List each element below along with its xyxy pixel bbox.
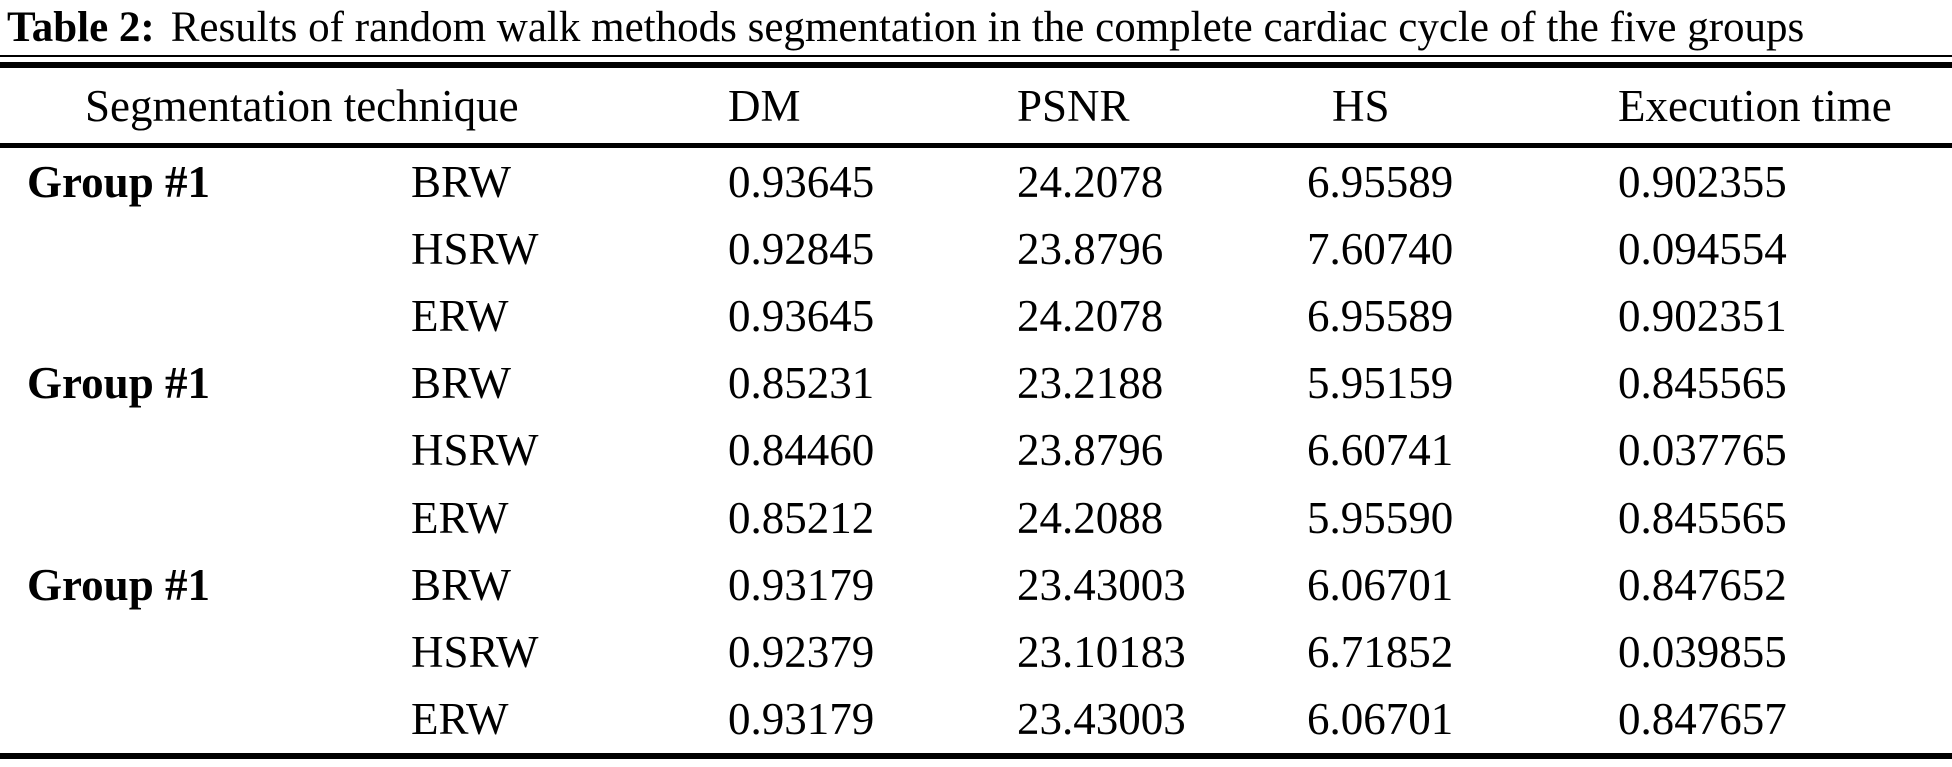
execution-time-cell: 0.847652	[1618, 559, 1787, 610]
psnr-cell: 23.43003	[1017, 559, 1186, 610]
execution-time-cell: 0.847657	[1618, 694, 1787, 745]
table-caption-label: Table 2:	[7, 4, 155, 51]
method-cell: BRW	[411, 156, 512, 207]
method-cell: HSRW	[411, 626, 539, 677]
execution-time-cell: 0.094554	[1618, 223, 1787, 274]
execution-time-cell: 0.845565	[1618, 358, 1787, 409]
psnr-cell: 23.8796	[1017, 425, 1164, 476]
table-body: Group #1 BRW 0.93645 24.2078 6.95589 0.9…	[0, 148, 1952, 753]
dm-cell: 0.92845	[728, 223, 875, 274]
execution-time-cell: 0.039855	[1618, 626, 1787, 677]
execution-time-cell: 0.902355	[1618, 156, 1787, 207]
table-row: HSRW 0.92379 23.10183 6.71852 0.039855	[0, 618, 1952, 685]
group-label-empty	[0, 618, 411, 685]
group-label: Group #1	[27, 358, 210, 409]
method-cell: HSRW	[411, 425, 539, 476]
hs-cell: 7.60740	[1307, 223, 1454, 274]
table-row: ERW 0.93645 24.2078 6.95589 0.902351	[0, 282, 1952, 349]
table-caption-text: Results of random walk methods segmentat…	[170, 4, 1805, 51]
table-row: Group #1 BRW 0.93645 24.2078 6.95589 0.9…	[0, 148, 1952, 215]
column-header-dm: DM	[728, 80, 801, 131]
table-header-rule	[0, 143, 1952, 148]
column-header-psnr: PSNR	[1017, 80, 1130, 131]
execution-time-cell: 0.902351	[1618, 290, 1787, 341]
table-bottom-rule	[0, 752, 1952, 759]
hs-cell: 6.06701	[1307, 559, 1454, 610]
dm-cell: 0.85231	[728, 358, 875, 409]
table-row: Group #1 BRW 0.85231 23.2188 5.95159 0.8…	[0, 350, 1952, 417]
hs-cell: 6.71852	[1307, 626, 1454, 677]
dm-cell: 0.93179	[728, 559, 875, 610]
psnr-cell: 23.43003	[1017, 694, 1186, 745]
column-header-segmentation-technique: Segmentation technique	[85, 80, 519, 131]
dm-cell: 0.92379	[728, 626, 875, 677]
group-label-empty	[0, 686, 411, 753]
table-caption: Table 2: Results of random walk methods …	[0, 0, 1952, 55]
group-label-empty	[0, 282, 411, 349]
method-cell: BRW	[411, 559, 512, 610]
table-header-row: Segmentation technique DM PSNR HS Execut…	[0, 68, 1952, 143]
psnr-cell: 23.8796	[1017, 223, 1164, 274]
dm-cell: 0.93645	[728, 290, 875, 341]
table-row: Group #1 BRW 0.93179 23.43003 6.06701 0.…	[0, 551, 1952, 618]
psnr-cell: 23.10183	[1017, 626, 1186, 677]
column-header-execution-time: Execution time	[1618, 80, 1892, 131]
group-label: Group #1	[27, 559, 210, 610]
hs-cell: 6.60741	[1307, 425, 1454, 476]
table-top-rule	[0, 55, 1952, 68]
table-row: HSRW 0.92845 23.8796 7.60740 0.094554	[0, 215, 1952, 282]
table-row: ERW 0.93179 23.43003 6.06701 0.847657	[0, 686, 1952, 753]
dm-cell: 0.93645	[728, 156, 875, 207]
table-row: ERW 0.85212 24.2088 5.95590 0.845565	[0, 484, 1952, 551]
psnr-cell: 24.2078	[1017, 290, 1164, 341]
column-header-hs: HS	[1332, 80, 1390, 131]
dm-cell: 0.85212	[728, 492, 875, 543]
hs-cell: 6.95589	[1307, 290, 1454, 341]
psnr-cell: 24.2088	[1017, 492, 1164, 543]
hs-cell: 5.95590	[1307, 492, 1454, 543]
psnr-cell: 24.2078	[1017, 156, 1164, 207]
group-label-empty	[0, 417, 411, 484]
hs-cell: 5.95159	[1307, 358, 1454, 409]
hs-cell: 6.06701	[1307, 694, 1454, 745]
dm-cell: 0.93179	[728, 694, 875, 745]
execution-time-cell: 0.845565	[1618, 492, 1787, 543]
dm-cell: 0.84460	[728, 425, 875, 476]
method-cell: ERW	[411, 492, 509, 543]
method-cell: ERW	[411, 694, 509, 745]
method-cell: HSRW	[411, 223, 539, 274]
method-cell: BRW	[411, 358, 512, 409]
execution-time-cell: 0.037765	[1618, 425, 1787, 476]
hs-cell: 6.95589	[1307, 156, 1454, 207]
psnr-cell: 23.2188	[1017, 358, 1164, 409]
group-label-empty	[0, 215, 411, 282]
group-label-empty	[0, 484, 411, 551]
table-row: HSRW 0.84460 23.8796 6.60741 0.037765	[0, 417, 1952, 484]
group-label: Group #1	[27, 156, 210, 207]
method-cell: ERW	[411, 290, 509, 341]
